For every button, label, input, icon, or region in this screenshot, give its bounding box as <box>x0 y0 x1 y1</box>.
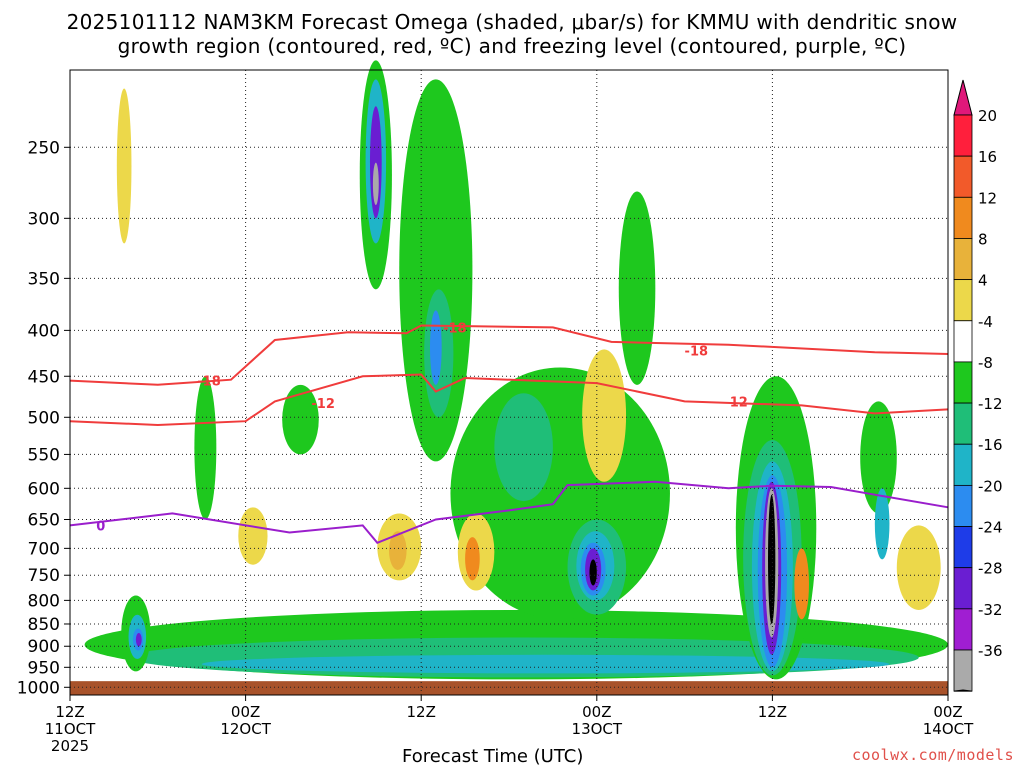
colorbar-label: -20 <box>978 477 1003 495</box>
colorbar-swatch <box>953 196 973 239</box>
colorbar-under-arrow <box>953 689 973 692</box>
colorbar-swatch <box>953 484 973 527</box>
y-tick-label: 450 <box>28 367 60 387</box>
omega-shade-40 <box>194 376 217 520</box>
credit-text: coolwx.com/models <box>851 746 1014 764</box>
plot-frame <box>69 69 949 696</box>
chart-title-line2: growth region (contoured, red, ºC) and f… <box>117 34 907 58</box>
colorbar-label: 16 <box>978 148 997 166</box>
x-tick-label: 11OCT <box>45 720 96 738</box>
colorbar-swatch <box>953 155 973 198</box>
colorbar-label: -36 <box>978 642 1003 660</box>
colorbar-swatch <box>953 567 973 610</box>
contour-line-m12 <box>69 373 949 427</box>
colorbar-label: -24 <box>978 519 1003 537</box>
omega-shade-21 <box>589 559 597 586</box>
y-tick-label: 950 <box>28 658 60 678</box>
omega-shade-14 <box>429 310 442 385</box>
colorbar-swatch <box>953 361 973 404</box>
omega-shade-37 <box>896 525 941 610</box>
omega-shade-27 <box>582 349 627 482</box>
x-tick-label: 12Z <box>407 703 436 721</box>
x-tick-label: 00Z <box>933 703 962 721</box>
omega-shade-41 <box>238 507 268 565</box>
colorbar-label: -16 <box>978 436 1003 454</box>
contour-label: -12 <box>311 397 335 412</box>
y-tick-label: 600 <box>28 479 60 499</box>
contour-label: 0 <box>96 519 105 534</box>
omega-shade-2 <box>201 654 890 674</box>
omega-shade-11 <box>372 162 379 206</box>
omega-shade-16 <box>494 393 553 502</box>
contour-label: 12 <box>730 395 748 410</box>
colorbar-swatch <box>953 114 973 157</box>
omega-shade-12 <box>399 79 473 462</box>
omega-shade-38 <box>794 548 809 620</box>
y-tick-label: 400 <box>28 321 60 341</box>
y-tick-label: 700 <box>28 539 60 559</box>
y-tick-label: 300 <box>28 209 60 229</box>
contour-line-0 <box>69 480 949 544</box>
omega-shade-10 <box>369 106 382 219</box>
colorbar-label: 8 <box>978 230 988 248</box>
x-tick-label: 13OCT <box>572 720 623 738</box>
y-tick-label: 800 <box>28 591 60 611</box>
omega-shade-6 <box>135 633 142 647</box>
colorbar-label: 20 <box>978 107 997 125</box>
y-tick-label: 550 <box>28 445 60 465</box>
colorbar-label: -12 <box>978 395 1003 413</box>
colorbar-swatch <box>953 402 973 445</box>
colorbar-swatch <box>953 526 973 569</box>
omega-shade-39 <box>282 384 319 455</box>
omega-shade-7 <box>116 88 132 244</box>
x-tick-label: 14OCT <box>923 720 974 738</box>
contour-label: -18 <box>443 321 467 336</box>
colorbar-label: 4 <box>978 272 988 290</box>
colorbar-swatch <box>953 238 973 281</box>
chart-title-line1: 2025101112 NAM3KM Forecast Omega (shaded… <box>66 10 958 34</box>
colorbar-swatch <box>953 443 973 486</box>
y-tick-label: 1000 <box>17 678 60 698</box>
omega-shade-22 <box>618 191 656 385</box>
x-tick-label: 00Z <box>582 703 611 721</box>
colorbar-label: 12 <box>978 189 997 207</box>
y-tick-label: 500 <box>28 408 60 428</box>
x-axis-title: Forecast Time (UTC) <box>402 746 584 767</box>
y-tick-label: 350 <box>28 269 60 289</box>
y-tick-label: 650 <box>28 510 60 530</box>
omega-shade-36 <box>874 488 890 560</box>
colorbar-label: -28 <box>978 560 1003 578</box>
colorbar-swatch <box>953 608 973 651</box>
contour-label: -18 <box>685 344 709 359</box>
omega-shade-26 <box>465 537 480 581</box>
colorbar-label: -4 <box>978 313 993 331</box>
x-tick-label: 12OCT <box>220 720 271 738</box>
y-tick-label: 850 <box>28 615 60 635</box>
omega-shade-35 <box>860 401 897 514</box>
y-tick-label: 900 <box>28 637 60 657</box>
omega-shade-34 <box>768 494 776 624</box>
colorbar-label: -8 <box>978 354 993 372</box>
contour-label: -18 <box>197 375 221 390</box>
colorbar-label: -32 <box>978 601 1003 619</box>
y-tick-label: 750 <box>28 566 60 586</box>
contour-line-m18 <box>69 324 949 386</box>
colorbar-swatch <box>953 279 973 322</box>
x-tick-label: 12Z <box>758 703 787 721</box>
ground-fill <box>70 681 948 695</box>
omega-shade-24 <box>389 531 407 571</box>
x-tick-label: 12Z <box>55 703 84 721</box>
y-tick-label: 250 <box>28 138 60 158</box>
colorbar-swatch <box>953 320 973 363</box>
colorbar-swatch <box>953 649 973 692</box>
colorbar-over-arrow <box>953 79 973 116</box>
x-tick-label: 00Z <box>231 703 260 721</box>
x-tick-label: 2025 <box>51 737 89 755</box>
